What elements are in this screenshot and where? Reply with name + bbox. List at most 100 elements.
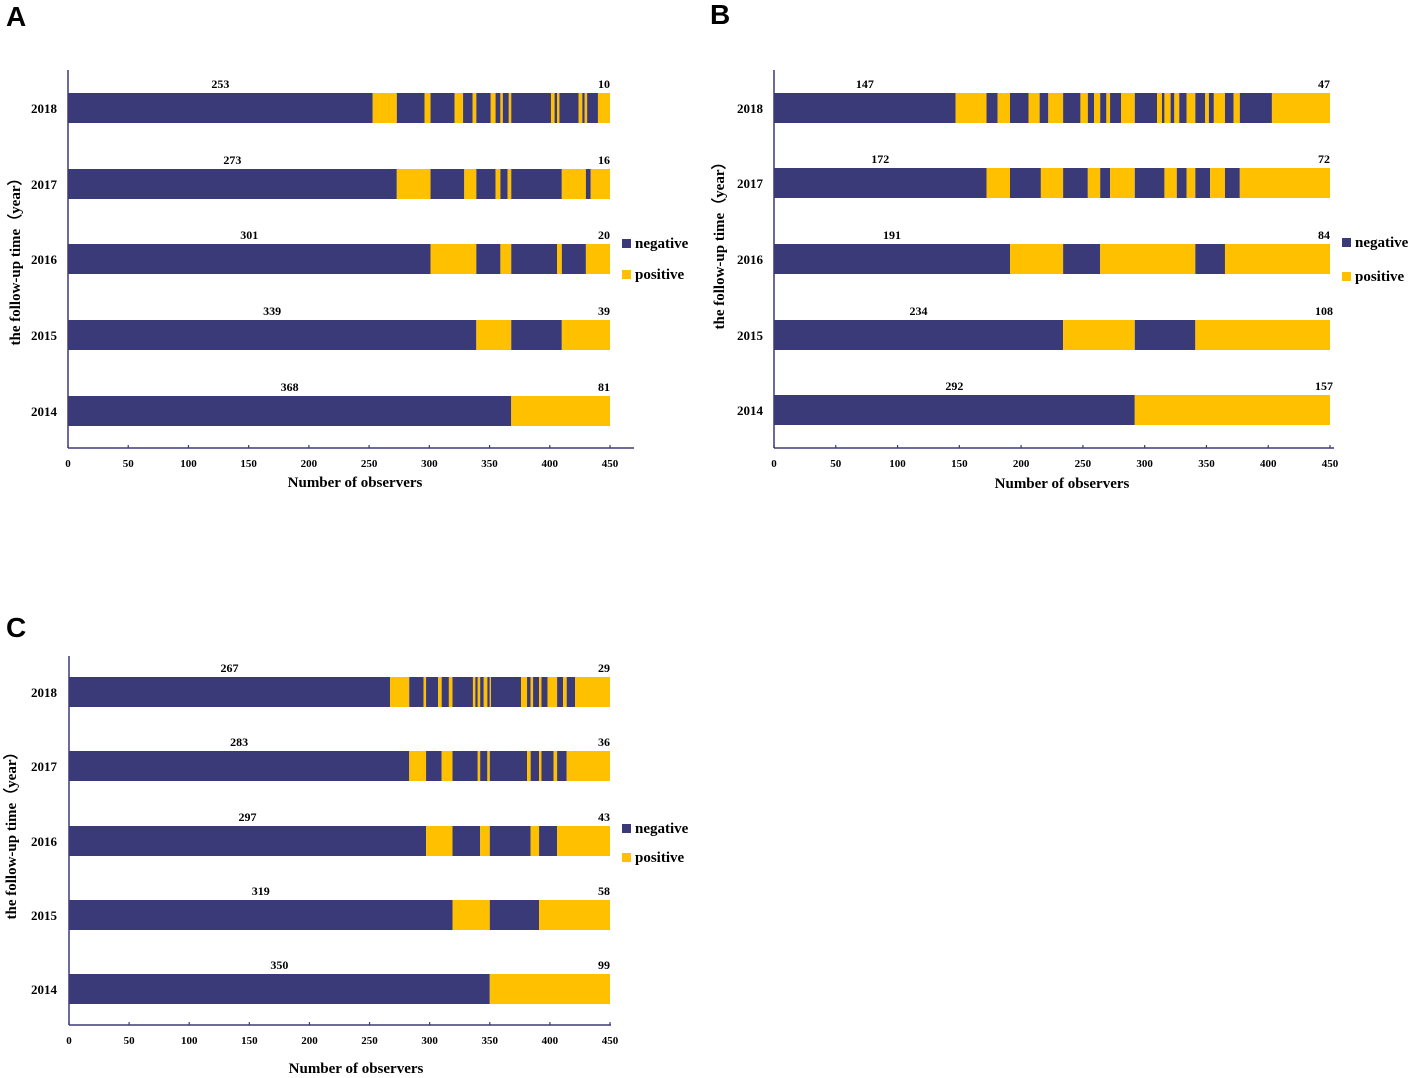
bar-value-label-negative: 292: [945, 379, 963, 393]
x-tick-label: 450: [602, 1035, 619, 1047]
bar-value-label-negative: 172: [871, 152, 889, 166]
bar-segment-positive: [1186, 168, 1196, 198]
bar-segment-negative: [475, 677, 478, 707]
bar-segment-positive: [590, 169, 610, 199]
bar-segment-positive: [597, 93, 610, 123]
panel-c: C 267 29 2018 283 36 2017 297 43 2016 319 58 2015 350…: [2, 612, 689, 1077]
bar-segment-positive: [561, 169, 586, 199]
bar-segment-negative: [527, 677, 531, 707]
bar-value-label-negative: 273: [223, 153, 241, 167]
x-tick-label: 250: [361, 458, 378, 470]
bar-segment-negative: [774, 244, 1010, 274]
bar-value-label-positive: 16: [598, 153, 610, 167]
bar-segment-positive: [557, 826, 610, 856]
x-tick-label: 50: [123, 458, 135, 470]
bar-segment-positive: [448, 677, 453, 707]
bar-segment-positive: [1106, 93, 1111, 123]
legend-label-positive: positive: [635, 267, 685, 283]
x-tick-label: 450: [602, 458, 619, 470]
bar-segment-positive: [530, 677, 534, 707]
bar-segment-positive: [489, 974, 610, 1004]
bar-segment-negative: [539, 826, 558, 856]
bar-segment-positive: [1174, 93, 1180, 123]
bar-segment-negative: [480, 751, 488, 781]
bar-segment-negative: [476, 93, 491, 123]
bar-segment-positive: [1164, 168, 1177, 198]
y-tick-label: 2018: [31, 685, 58, 700]
bar-segment-negative: [1134, 93, 1158, 123]
bar-segment-negative: [774, 320, 1064, 350]
bar-segment-positive: [441, 751, 453, 781]
legend-label-negative: negative: [1355, 235, 1409, 251]
bar-value-label-positive: 10: [598, 77, 610, 91]
bar-segment-positive: [553, 751, 558, 781]
bar-segment-positive: [997, 93, 1010, 123]
y-tick-label: 2016: [737, 252, 764, 267]
bar-segment-positive: [495, 169, 501, 199]
legend-label-positive: positive: [1355, 269, 1405, 285]
bar-segment-negative: [487, 677, 490, 707]
y-tick-label: 2017: [737, 176, 764, 191]
bar-segment-negative: [554, 93, 558, 123]
y-tick-label: 2017: [31, 177, 58, 192]
x-tick-label: 50: [830, 458, 842, 470]
bar-segment-negative: [452, 677, 473, 707]
bar-segment-positive: [472, 93, 477, 123]
bar-value-label-negative: 147: [856, 77, 874, 91]
bar-segment-negative: [1063, 168, 1088, 198]
x-axis-title: Number of observers: [288, 475, 423, 491]
bar-segment-negative: [68, 169, 397, 199]
bar-segment-positive: [557, 244, 562, 274]
bar-segment-negative: [68, 320, 477, 350]
x-tick-label: 100: [180, 458, 197, 470]
x-tick-label: 200: [301, 458, 318, 470]
bar-segment-positive: [578, 93, 583, 123]
bar-value-label-positive: 84: [1318, 228, 1330, 242]
x-tick-label: 400: [542, 1035, 559, 1047]
x-tick-label: 200: [1013, 458, 1030, 470]
bar-segment-negative: [69, 677, 390, 707]
bar-segment-negative: [1134, 320, 1196, 350]
x-tick-label: 250: [1075, 458, 1092, 470]
bar-segment-negative: [463, 93, 473, 123]
bar-segment-positive: [480, 826, 490, 856]
bar-segment-positive: [438, 677, 442, 707]
bar-segment-negative: [1195, 168, 1211, 198]
y-tick-label: 2017: [31, 759, 58, 774]
bar-segment-positive: [1009, 244, 1064, 274]
bar-segment-negative: [452, 826, 481, 856]
bar-segment-positive: [1100, 244, 1196, 274]
bar-segment-positive: [539, 900, 610, 930]
x-tick-label: 400: [542, 458, 559, 470]
bar-segment-negative: [409, 677, 424, 707]
bar-segment-positive: [1121, 93, 1135, 123]
bar-value-label-negative: 191: [883, 228, 901, 242]
bar-segment-negative: [452, 751, 478, 781]
x-tick-label: 100: [181, 1035, 198, 1047]
bar-segment-negative: [502, 93, 509, 123]
y-tick-label: 2014: [31, 404, 58, 419]
bar-segment-positive: [1028, 93, 1040, 123]
bar-segment-positive: [507, 169, 512, 199]
y-tick-label: 2018: [31, 101, 58, 116]
x-tick-label: 0: [65, 458, 71, 470]
bar-segment-positive: [487, 751, 490, 781]
bar-segment-negative: [559, 93, 579, 123]
legend-swatch-positive: [622, 853, 631, 862]
bar-value-label-positive: 58: [598, 884, 610, 898]
bar-segment-positive: [489, 677, 491, 707]
y-tick-label: 2015: [31, 908, 58, 923]
bar-segment-positive: [490, 93, 496, 123]
bar-segment-negative: [500, 169, 508, 199]
bar-value-label-positive: 29: [598, 661, 610, 675]
bar-segment-negative: [68, 396, 512, 426]
bar-segment-negative: [986, 93, 998, 123]
bar-segment-positive: [508, 93, 512, 123]
bar-segment-positive: [454, 93, 464, 123]
bar-segment-positive: [550, 93, 555, 123]
bar-segment-positive: [539, 751, 542, 781]
x-tick-label: 0: [771, 458, 777, 470]
panel-letter: B: [710, 0, 730, 30]
bar-segment-positive: [464, 169, 477, 199]
